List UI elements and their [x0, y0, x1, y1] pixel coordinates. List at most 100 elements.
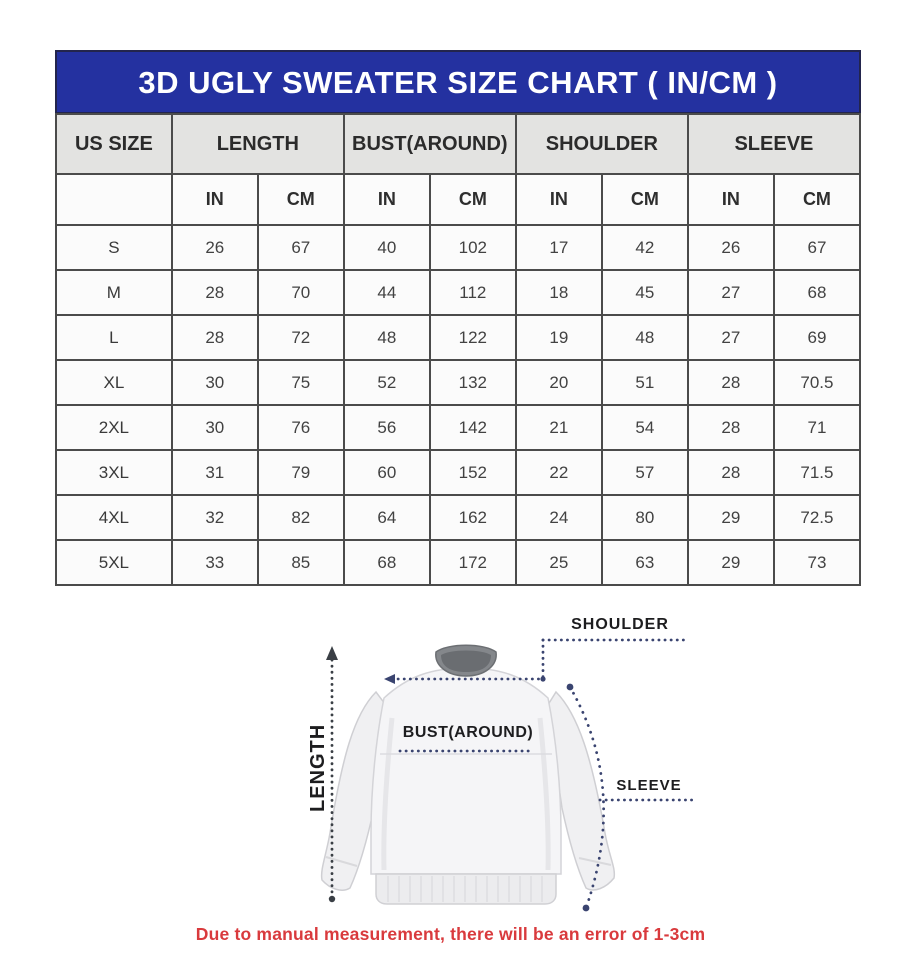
value-cell: 30: [170, 404, 259, 451]
value-cell: 28: [170, 314, 259, 361]
column-header-length: LENGTH: [170, 113, 345, 175]
unit-header: IN: [342, 173, 431, 226]
unit-header: CM: [600, 173, 689, 226]
size-table: US SIZE LENGTH BUST(AROUND) SHOULDER SLE…: [55, 113, 862, 586]
value-cell: 44: [342, 269, 431, 316]
value-cell: 57: [600, 449, 689, 496]
value-cell: 29: [686, 539, 775, 586]
value-cell: 85: [256, 539, 345, 586]
unit-header-blank: [55, 173, 173, 226]
value-cell: 19: [514, 314, 603, 361]
value-cell: 79: [256, 449, 345, 496]
value-cell: 25: [514, 539, 603, 586]
value-cell: 72: [256, 314, 345, 361]
unit-header: CM: [772, 173, 862, 226]
value-cell: 40: [342, 224, 431, 271]
value-cell: 51: [600, 359, 689, 406]
value-cell: 28: [686, 404, 775, 451]
value-cell: 68: [342, 539, 431, 586]
column-header-shoulder: SHOULDER: [514, 113, 689, 175]
value-cell: 71.5: [772, 449, 862, 496]
value-cell: 48: [342, 314, 431, 361]
table-row-5xl: 5XL 33 85 68 172 25 63 29 73: [55, 539, 862, 586]
value-cell: 82: [256, 494, 345, 541]
value-cell: 172: [428, 539, 517, 586]
value-cell: 52: [342, 359, 431, 406]
value-cell: 31: [170, 449, 259, 496]
value-cell: 21: [514, 404, 603, 451]
unit-header: CM: [256, 173, 345, 226]
value-cell: 28: [686, 449, 775, 496]
value-cell: 63: [600, 539, 689, 586]
length-arrow: [326, 646, 338, 903]
size-cell: 3XL: [55, 449, 173, 496]
value-cell: 17: [514, 224, 603, 271]
value-cell: 18: [514, 269, 603, 316]
sweater-graphic: [320, 644, 616, 905]
value-cell: 162: [428, 494, 517, 541]
value-cell: 75: [256, 359, 345, 406]
size-cell: S: [55, 224, 173, 271]
value-cell: 28: [170, 269, 259, 316]
column-header-sleeve: SLEEVE: [686, 113, 862, 175]
value-cell: 22: [514, 449, 603, 496]
table-row-s: S 26 67 40 102 17 42 26 67: [55, 224, 862, 271]
shoulder-line: [384, 638, 690, 684]
table-row-l: L 28 72 48 122 19 48 27 69: [55, 314, 862, 361]
value-cell: 32: [170, 494, 259, 541]
value-cell: 122: [428, 314, 517, 361]
size-cell: 2XL: [55, 404, 173, 451]
size-cell: 4XL: [55, 494, 173, 541]
value-cell: 24: [514, 494, 603, 541]
value-cell: 67: [772, 224, 862, 271]
measurement-note: Due to manual measurement, there will be…: [195, 924, 706, 944]
value-cell: 30: [170, 359, 259, 406]
table-row-xl: XL 30 75 52 132 20 51 28 70.5: [55, 359, 862, 406]
value-cell: 29: [686, 494, 775, 541]
table-row-4xl: 4XL 32 82 64 162 24 80 29 72.5: [55, 494, 862, 541]
value-cell: 69: [772, 314, 862, 361]
value-cell: 64: [342, 494, 431, 541]
size-cell: XL: [55, 359, 173, 406]
value-cell: 73: [772, 539, 862, 586]
size-cell: M: [55, 269, 173, 316]
value-cell: 42: [600, 224, 689, 271]
sleeve-line: [566, 683, 695, 912]
value-cell: 68: [772, 269, 862, 316]
value-cell: 45: [600, 269, 689, 316]
unit-header: IN: [170, 173, 259, 226]
value-cell: 56: [342, 404, 431, 451]
value-cell: 60: [342, 449, 431, 496]
value-cell: 27: [686, 269, 775, 316]
bust-label: BUST(AROUND): [402, 724, 534, 741]
column-header-row: US SIZE LENGTH BUST(AROUND) SHOULDER SLE…: [55, 113, 862, 175]
column-header-bust: BUST(AROUND): [342, 113, 517, 175]
value-cell: 26: [686, 224, 775, 271]
table-row-3xl: 3XL 31 79 60 152 22 57 28 71.5: [55, 449, 862, 496]
sleeve-label: SLEEVE: [616, 777, 682, 794]
value-cell: 112: [428, 269, 517, 316]
value-cell: 28: [686, 359, 775, 406]
shoulder-label: SHOULDER: [571, 616, 669, 633]
value-cell: 71: [772, 404, 862, 451]
value-cell: 26: [170, 224, 259, 271]
value-cell: 70.5: [772, 359, 862, 406]
unit-header-row: IN CM IN CM IN CM IN CM: [55, 173, 862, 226]
value-cell: 142: [428, 404, 517, 451]
value-cell: 48: [600, 314, 689, 361]
value-cell: 132: [428, 359, 517, 406]
sweater-illustration: [320, 638, 695, 912]
size-cell: L: [55, 314, 173, 361]
table-row-m: M 28 70 44 112 18 45 27 68: [55, 269, 862, 316]
value-cell: 20: [514, 359, 603, 406]
unit-header: IN: [514, 173, 603, 226]
unit-header: CM: [428, 173, 517, 226]
length-label: LENGTH: [307, 723, 329, 812]
table-row-2xl: 2XL 30 76 56 142 21 54 28 71: [55, 404, 862, 451]
value-cell: 54: [600, 404, 689, 451]
value-cell: 72.5: [772, 494, 862, 541]
value-cell: 67: [256, 224, 345, 271]
unit-header: IN: [686, 173, 775, 226]
value-cell: 102: [428, 224, 517, 271]
